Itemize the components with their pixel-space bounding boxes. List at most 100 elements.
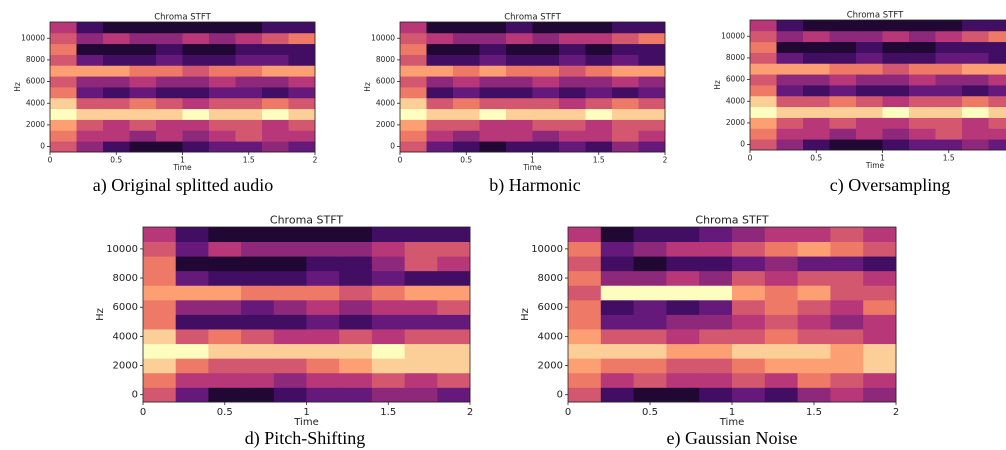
heat-cell <box>143 343 177 359</box>
heat-cell <box>235 22 263 34</box>
heat-cell <box>339 343 373 359</box>
heat-cell <box>262 43 289 55</box>
caption: b) Harmonic <box>489 175 580 196</box>
heat-cell <box>209 76 236 88</box>
heat-cell <box>400 22 427 34</box>
heat-cell <box>208 270 242 286</box>
y-tick-label: 0 <box>557 390 563 401</box>
heat-cell <box>262 76 289 88</box>
heat-cell <box>50 54 77 66</box>
heat-cell <box>235 97 263 110</box>
heat-cell <box>175 270 209 286</box>
heat-cell <box>600 329 634 345</box>
heat-cell <box>182 65 210 77</box>
heat-cell <box>103 87 130 99</box>
heat-cell <box>208 314 242 330</box>
heat-cell <box>371 241 405 257</box>
heat-cell <box>306 387 340 403</box>
heat-cell <box>306 314 340 330</box>
heat-cell <box>776 52 804 64</box>
heat-cell <box>400 43 427 55</box>
heat-cell <box>776 63 804 75</box>
heat-cell <box>764 227 798 242</box>
heat-cell <box>50 141 77 153</box>
heat-cell <box>262 97 289 110</box>
heat-cell <box>306 358 340 374</box>
heat-cell <box>371 256 405 272</box>
heat-cell <box>453 87 480 99</box>
heat-cell <box>339 285 373 301</box>
heat-cell <box>426 76 454 88</box>
heat-cell <box>437 343 471 359</box>
heat-cell <box>288 54 316 66</box>
chart-title: Chroma STFT <box>270 213 343 226</box>
heat-cell <box>143 256 177 272</box>
heat-cell <box>750 52 777 64</box>
heat-cell <box>50 22 77 34</box>
heat-cell <box>208 241 242 257</box>
heat-cell <box>143 314 177 330</box>
heat-cell <box>241 285 275 301</box>
heat-cell <box>400 119 427 131</box>
heat-cell <box>208 343 242 359</box>
heat-cell <box>400 32 427 45</box>
heat-cell <box>666 270 700 286</box>
heat-cell <box>532 43 560 55</box>
heat-cell <box>156 32 183 45</box>
heat-cell <box>935 30 963 43</box>
heat-cell <box>666 329 700 345</box>
heat-cell <box>426 108 454 120</box>
heat-cell <box>437 285 471 301</box>
heat-cell <box>633 358 667 374</box>
heat-cell <box>371 270 405 286</box>
chart: 0 2000 4000 6000 8000 10000 0 0.5 1 1.5 Chroma STF… <box>713 10 1006 196</box>
heat-cell <box>209 119 236 131</box>
heat-cell <box>400 97 427 110</box>
heat-cell <box>400 87 427 99</box>
heat-cell <box>863 227 897 242</box>
y-tick-label: 2000 <box>538 361 563 372</box>
heat-cell <box>568 299 602 315</box>
y-tick-label: 10000 <box>531 244 563 255</box>
heat-cell <box>750 20 777 32</box>
heat-cell <box>273 285 307 301</box>
heat-cell <box>797 314 831 330</box>
heat-cell <box>76 54 104 66</box>
heat-cell <box>666 227 700 242</box>
heat-cell <box>235 119 263 131</box>
heat-cell <box>532 97 560 110</box>
heat-cell <box>830 358 864 374</box>
heat-cell <box>156 130 183 142</box>
heat-cell <box>404 241 438 257</box>
heat-cell <box>803 128 830 140</box>
heat-cell <box>962 30 989 43</box>
heat-cell <box>797 299 831 315</box>
heat-cell <box>143 358 177 374</box>
heat-cell <box>882 128 910 140</box>
heat-cell <box>612 76 639 88</box>
heat-cell <box>909 63 936 75</box>
heat-cell <box>803 117 830 129</box>
x-tick-label: 0 <box>140 407 146 418</box>
heat-cell <box>830 299 864 315</box>
heat-cell <box>935 95 963 108</box>
heat-cell <box>241 314 275 330</box>
heat-cell <box>612 43 639 55</box>
heat-cell <box>209 97 236 110</box>
heat-cell <box>156 22 183 34</box>
heat-cell <box>426 54 454 66</box>
heat-cell <box>175 329 209 345</box>
heat-cell <box>182 130 210 142</box>
y-tick-label: 4000 <box>113 331 138 342</box>
heat-cell <box>103 108 130 120</box>
heat-cell <box>235 141 263 153</box>
x-tick-label: 0 <box>748 153 753 162</box>
heat-cell <box>437 256 471 272</box>
y-tick-label: 2000 <box>113 361 138 372</box>
heat-cell <box>633 372 667 388</box>
heat-cell <box>182 43 210 55</box>
heat-cell <box>532 65 560 77</box>
y-tick-label: 0 <box>40 142 45 151</box>
heat-cell <box>273 256 307 272</box>
heat-cell <box>306 299 340 315</box>
